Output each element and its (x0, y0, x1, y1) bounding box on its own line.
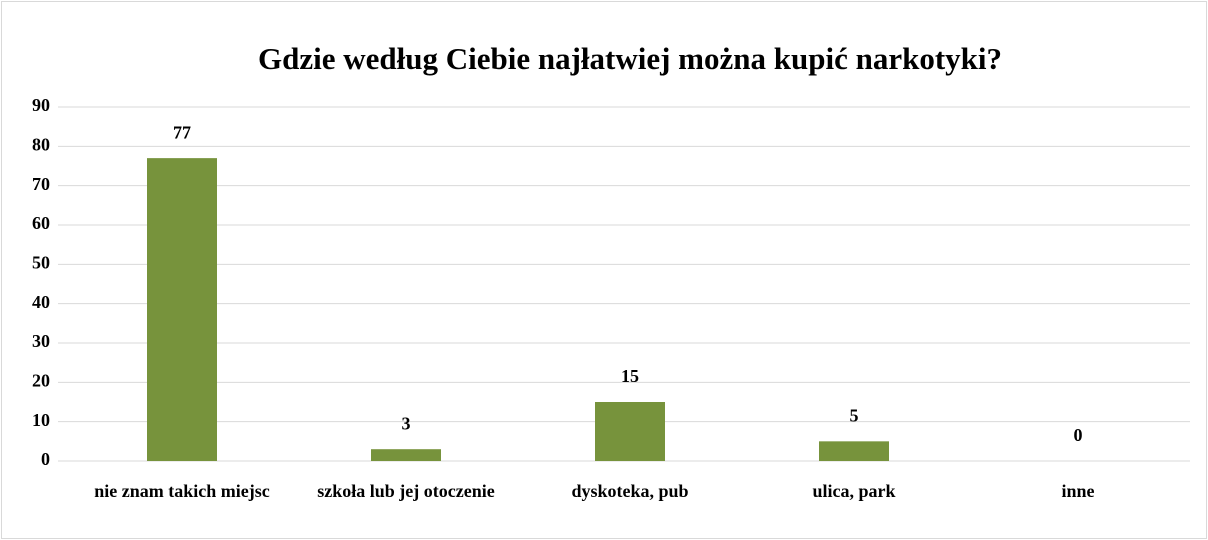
y-tick-label: 60 (32, 213, 50, 233)
value-label: 3 (402, 413, 411, 433)
y-tick-label: 70 (32, 174, 50, 194)
y-tick-label: 20 (32, 370, 50, 390)
bar (595, 402, 665, 461)
y-tick-label: 80 (32, 134, 50, 154)
x-tick-label: inne (1061, 481, 1095, 501)
chart-title: Gdzie według Ciebie najłatwiej można kup… (258, 41, 1002, 76)
y-tick-label: 30 (32, 331, 50, 351)
y-tick-label: 10 (32, 410, 50, 430)
y-tick-label: 0 (41, 449, 50, 469)
value-label: 77 (173, 122, 191, 142)
y-tick-label: 40 (32, 292, 50, 312)
x-tick-label: ulica, park (812, 481, 896, 501)
x-tick-label: szkoła lub jej otoczenie (317, 481, 495, 501)
y-tick-label: 90 (32, 95, 50, 115)
x-tick-label: dyskoteka, pub (571, 481, 689, 501)
y-tick-label: 50 (32, 252, 50, 272)
x-tick-label: nie znam takich miejsc (94, 481, 270, 501)
value-label: 15 (621, 366, 639, 386)
value-label: 0 (1074, 425, 1083, 445)
bar (819, 441, 889, 461)
bar (371, 449, 441, 461)
bar (147, 158, 217, 461)
value-label: 5 (850, 405, 859, 425)
